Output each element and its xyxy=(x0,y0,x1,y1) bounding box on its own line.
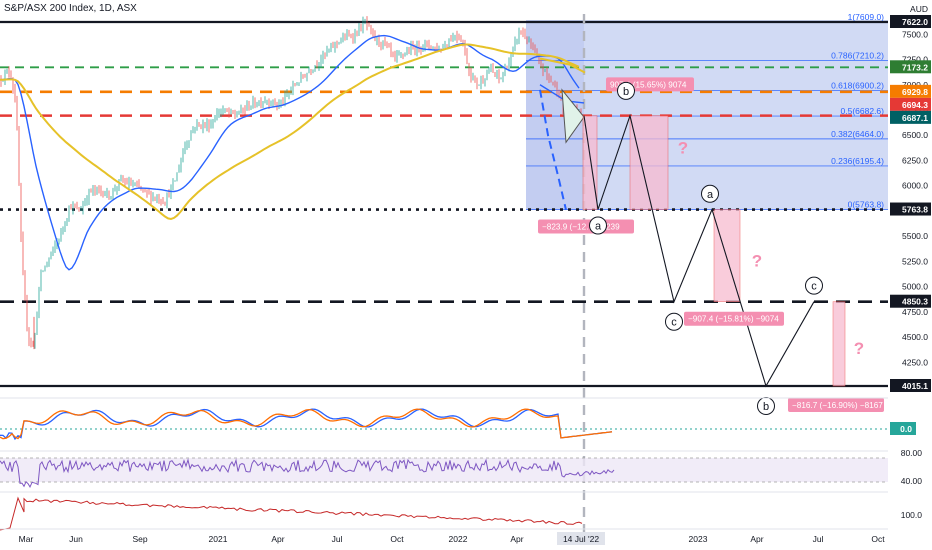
x-tick-6: Oct xyxy=(390,534,404,544)
osc-orange-line xyxy=(0,408,613,440)
y-tick-0: 4250.0 xyxy=(902,357,928,367)
x-tick-9: 14 Jul '22 xyxy=(563,534,599,544)
wave-label-circle-0 xyxy=(589,216,607,235)
x-tick-3: 2021 xyxy=(209,534,228,544)
x-tick-4: Apr xyxy=(271,534,284,544)
measure-label-1: 907.4 (15.65%) 9074 xyxy=(610,80,687,89)
fib-label-2: 0.618(6900.2) xyxy=(831,81,884,91)
y-tick-7: 6000.0 xyxy=(902,181,928,191)
x-tick-7: 2022 xyxy=(449,534,468,544)
x-tick-8: Apr xyxy=(510,534,523,544)
price-label-5: 5763.8 xyxy=(902,205,928,215)
price-label-0: 7622.0 xyxy=(902,17,928,27)
fib-label-6: 0(5763.8) xyxy=(848,200,885,210)
y-tick-1: 4500.0 xyxy=(902,332,928,342)
chart-title: S&P/ASX 200 Index, 1D, ASX xyxy=(4,3,137,14)
fib-label-0: 1(7609.0) xyxy=(848,12,885,22)
osc-value-label: 0.0 xyxy=(900,424,912,434)
price-label-3: 6694.3 xyxy=(902,100,928,110)
y-tick-5: 5500.0 xyxy=(902,231,928,241)
wave-label-circle-2 xyxy=(701,184,719,203)
rsi-80-label: 80.00 xyxy=(901,448,923,458)
x-tick-0: Mar xyxy=(19,534,34,544)
rsi-line xyxy=(0,458,615,488)
pane3-line xyxy=(0,496,583,531)
y-tick-11: 7000.0 xyxy=(902,80,928,90)
blue-dashed-projection xyxy=(539,89,567,211)
wave-label-circle-4 xyxy=(805,276,823,295)
price-label-bg-5 xyxy=(890,202,931,216)
title-bg xyxy=(0,0,190,15)
question-mark-0: ? xyxy=(678,138,688,157)
current-date-bg xyxy=(557,532,605,545)
fib-label-3: 0.5(6682.6) xyxy=(841,106,885,116)
price-label-6: 4850.3 xyxy=(902,297,928,307)
rsi-40-label: 40.00 xyxy=(901,476,923,486)
x-tick-13: Oct xyxy=(871,534,885,544)
x-tick-5: Jul xyxy=(332,534,343,544)
price-label-bg-6 xyxy=(890,294,931,308)
x-tick-10: 2023 xyxy=(689,534,708,544)
osc-value-bg xyxy=(890,422,916,435)
measure-label-2: −907.4 (−15.81%) −9074 xyxy=(688,315,779,324)
ma-blue-line xyxy=(0,34,580,271)
x-tick-11: Apr xyxy=(750,534,763,544)
x-tick-1: Jun xyxy=(69,534,83,544)
x-tick-2: Sep xyxy=(132,534,147,544)
wave-label-5: b xyxy=(763,401,769,413)
price-label-4: 6687.1 xyxy=(902,113,928,123)
measure-box-1 xyxy=(582,115,598,210)
osc-blue-line xyxy=(0,408,613,441)
x-tick-12: Jul xyxy=(813,534,824,544)
price-label-bg-2 xyxy=(890,84,931,98)
wave-projection-path xyxy=(583,113,815,388)
price-label-bg-4 xyxy=(890,110,931,124)
measure-label-bg-0 xyxy=(538,219,634,234)
pane3-label: 100.0 xyxy=(901,510,923,520)
currency-label: AUD xyxy=(910,4,928,14)
y-tick-8: 6250.0 xyxy=(902,155,928,165)
measure-label-3: −816.7 (−16.90%) −8167 xyxy=(792,401,883,410)
ma-yellow-line xyxy=(0,43,580,221)
candles-group xyxy=(0,16,582,350)
price-label-bg-7 xyxy=(890,379,931,392)
measure-label-0: −823.9 (−12… −8239 xyxy=(542,223,620,232)
measure-label-bg-3 xyxy=(788,398,884,412)
wave-label-3: c xyxy=(671,317,677,329)
price-label-bg-0 xyxy=(890,15,931,28)
wave-label-2: a xyxy=(707,189,714,201)
fib-label-4: 0.382(6464.0) xyxy=(831,129,884,139)
y-tick-13: 7500.0 xyxy=(902,29,928,39)
measure-box-4 xyxy=(832,301,846,387)
price-label-bg-3 xyxy=(890,97,931,111)
wave-label-circle-3 xyxy=(665,312,683,331)
fib-label-1: 0.786(7210.2) xyxy=(831,51,884,61)
fib-label-5: 0.236(6195.4) xyxy=(831,156,884,166)
ma-yellow-tail xyxy=(539,57,586,74)
question-mark-2: ? xyxy=(854,339,864,358)
price-label-7: 4015.1 xyxy=(902,381,928,391)
price-label-2: 6929.8 xyxy=(902,87,928,97)
price-label-bg-1 xyxy=(890,60,931,74)
measure-label-bg-2 xyxy=(684,311,784,326)
wave-label-4: c xyxy=(811,281,817,293)
price-label-1: 7173.2 xyxy=(902,62,928,72)
y-tick-9: 6500.0 xyxy=(902,130,928,140)
wave-label-circle-1 xyxy=(617,81,635,100)
wave-label-1: b xyxy=(623,86,629,98)
triangle-pattern xyxy=(561,88,585,144)
y-tick-4: 5250.0 xyxy=(902,256,928,266)
y-tick-2: 4750.0 xyxy=(902,307,928,317)
y-tick-3: 5000.0 xyxy=(902,282,928,292)
y-tick-12: 7250.0 xyxy=(902,55,928,65)
question-mark-1: ? xyxy=(752,251,762,270)
wave-label-0: a xyxy=(595,221,602,233)
